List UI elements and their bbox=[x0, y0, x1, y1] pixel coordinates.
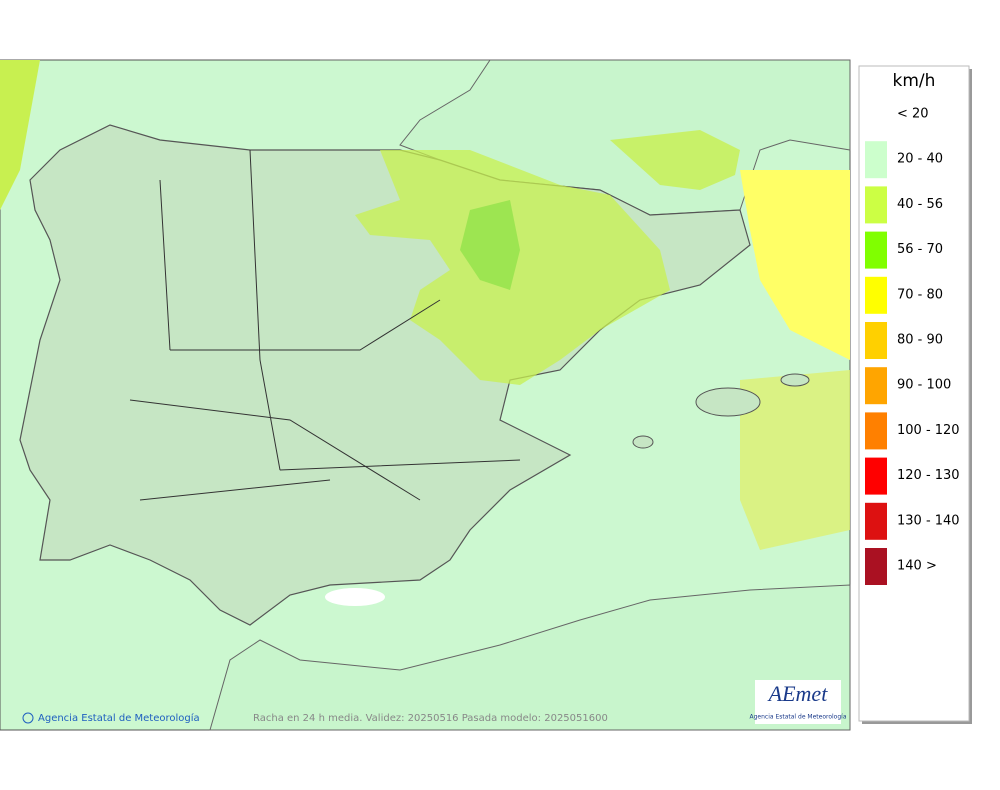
logo: AEmet bbox=[767, 681, 829, 706]
legend: km/h < 20 20 - 40 40 - 56 56 - 70 70 - 80 80 … bbox=[858, 65, 972, 724]
copyright: Agencia Estatal de Meteorología bbox=[38, 712, 200, 724]
africa bbox=[209, 584, 851, 731]
island bbox=[632, 435, 654, 449]
logo-box bbox=[755, 680, 841, 724]
legend-swatch bbox=[865, 322, 887, 359]
legend-label: 70 - 80 bbox=[897, 287, 943, 302]
region-borders bbox=[129, 149, 521, 501]
copyright-icon bbox=[22, 712, 34, 724]
legend-swatch bbox=[865, 457, 887, 495]
legend-label: 56 - 70 bbox=[897, 242, 943, 257]
wind-patch bbox=[460, 200, 520, 290]
legend-label: 80 - 90 bbox=[897, 333, 943, 348]
caption: Racha en 24 h media. Validez: 20250516 P… bbox=[253, 713, 608, 724]
legend-label: 20 - 40 bbox=[897, 152, 943, 167]
legend-swatch bbox=[865, 186, 887, 224]
legend-swatch bbox=[865, 412, 887, 450]
legend-label: 90 - 100 bbox=[897, 378, 951, 393]
wind-patch bbox=[610, 130, 740, 190]
legend-label: 40 - 56 bbox=[897, 197, 943, 212]
legend-swatch bbox=[865, 548, 887, 585]
legend-label: < 20 bbox=[897, 107, 929, 122]
island bbox=[695, 387, 761, 417]
legend-label: 120 - 130 bbox=[897, 468, 960, 483]
wind-patch bbox=[740, 170, 850, 360]
legend-label: 130 - 140 bbox=[897, 513, 960, 528]
island bbox=[780, 373, 810, 387]
legend-unit: km/h bbox=[893, 71, 936, 91]
legend-swatch bbox=[865, 141, 887, 179]
no-data bbox=[325, 588, 385, 606]
wind-patch bbox=[0, 60, 40, 210]
legend-swatch bbox=[865, 231, 887, 269]
legend-swatch bbox=[865, 502, 887, 540]
legend-swatch bbox=[865, 276, 887, 314]
legend-label: 100 - 120 bbox=[897, 423, 960, 438]
legend-label: 140 > bbox=[897, 559, 937, 574]
wind-patch bbox=[740, 370, 850, 550]
legend-swatch bbox=[865, 367, 887, 405]
logo-subtitle: Agencia Estatal de Meteorología bbox=[750, 714, 847, 721]
map: Agencia Estatal de Meteorología Racha en… bbox=[0, 59, 851, 731]
